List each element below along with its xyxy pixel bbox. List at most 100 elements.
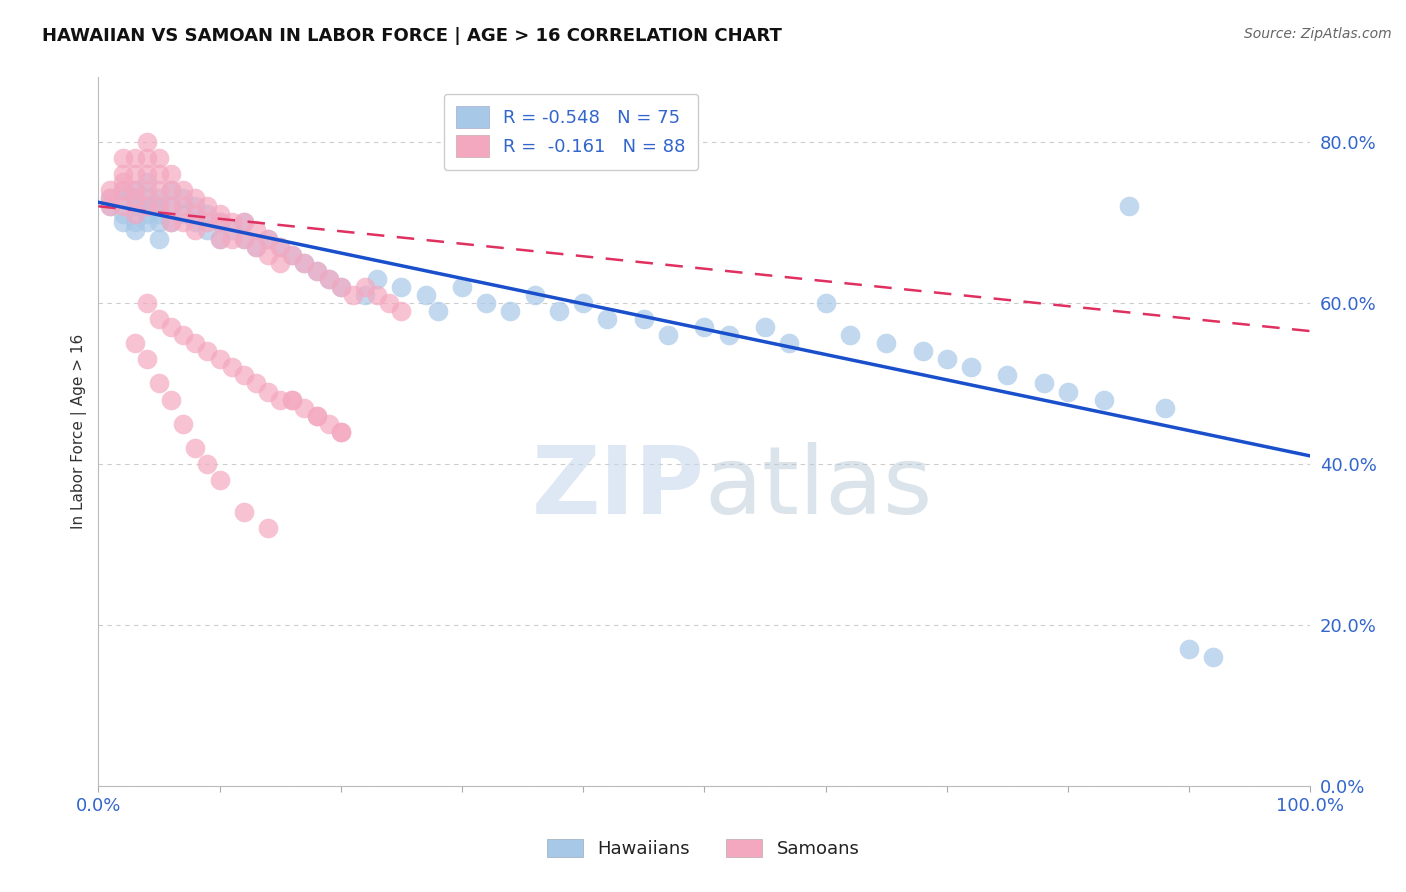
Point xyxy=(100,191,122,205)
Point xyxy=(633,312,655,326)
Point xyxy=(124,199,146,213)
Point xyxy=(717,328,740,343)
Point xyxy=(148,215,170,229)
Point xyxy=(184,336,207,351)
Point xyxy=(160,199,183,213)
Point xyxy=(135,199,157,213)
Point xyxy=(378,296,401,310)
Point xyxy=(124,336,146,351)
Point xyxy=(292,255,315,269)
Point xyxy=(111,167,134,181)
Point xyxy=(245,239,267,253)
Point xyxy=(124,191,146,205)
Point xyxy=(366,272,388,286)
Point xyxy=(135,199,157,213)
Point xyxy=(124,215,146,229)
Point xyxy=(172,417,194,431)
Point xyxy=(1118,199,1140,213)
Point xyxy=(148,376,170,391)
Point xyxy=(257,521,280,535)
Point xyxy=(135,296,157,310)
Point xyxy=(124,207,146,221)
Point xyxy=(184,199,207,213)
Legend: Hawaiians, Samoans: Hawaiians, Samoans xyxy=(540,831,866,865)
Point xyxy=(172,215,194,229)
Point xyxy=(292,255,315,269)
Point xyxy=(208,231,231,245)
Point xyxy=(354,280,377,294)
Point xyxy=(232,231,254,245)
Point xyxy=(135,215,157,229)
Point xyxy=(135,183,157,197)
Y-axis label: In Labor Force | Age > 16: In Labor Force | Age > 16 xyxy=(72,334,87,530)
Point xyxy=(305,409,328,423)
Point xyxy=(111,199,134,213)
Point xyxy=(305,409,328,423)
Point xyxy=(221,360,243,375)
Point xyxy=(1092,392,1115,407)
Point xyxy=(124,183,146,197)
Point xyxy=(318,272,340,286)
Text: ZIP: ZIP xyxy=(531,442,704,534)
Point xyxy=(366,288,388,302)
Point xyxy=(269,239,291,253)
Point xyxy=(257,231,280,245)
Point xyxy=(1178,642,1201,657)
Point xyxy=(111,183,134,197)
Text: Source: ZipAtlas.com: Source: ZipAtlas.com xyxy=(1244,27,1392,41)
Point xyxy=(197,344,219,359)
Point xyxy=(960,360,983,375)
Point xyxy=(111,151,134,165)
Point xyxy=(208,207,231,221)
Point xyxy=(160,320,183,334)
Point xyxy=(148,199,170,213)
Point xyxy=(197,199,219,213)
Point xyxy=(281,247,304,261)
Point xyxy=(657,328,679,343)
Point xyxy=(208,231,231,245)
Point xyxy=(124,151,146,165)
Point xyxy=(221,223,243,237)
Point xyxy=(245,376,267,391)
Point xyxy=(160,215,183,229)
Point xyxy=(342,288,364,302)
Point xyxy=(160,183,183,197)
Point xyxy=(1057,384,1080,399)
Point xyxy=(232,505,254,519)
Point xyxy=(184,191,207,205)
Point xyxy=(475,296,498,310)
Point xyxy=(499,304,522,318)
Point xyxy=(100,191,122,205)
Point xyxy=(305,264,328,278)
Point xyxy=(197,215,219,229)
Point xyxy=(935,352,957,367)
Point xyxy=(232,215,254,229)
Point xyxy=(148,191,170,205)
Point xyxy=(184,441,207,455)
Point xyxy=(281,247,304,261)
Point xyxy=(160,167,183,181)
Point xyxy=(329,425,352,439)
Point xyxy=(1154,401,1177,415)
Point xyxy=(148,231,170,245)
Point xyxy=(100,183,122,197)
Point xyxy=(135,175,157,189)
Point xyxy=(100,199,122,213)
Point xyxy=(548,304,571,318)
Point xyxy=(124,167,146,181)
Point xyxy=(135,191,157,205)
Point xyxy=(124,223,146,237)
Point xyxy=(875,336,897,351)
Point xyxy=(329,280,352,294)
Point xyxy=(172,328,194,343)
Point xyxy=(1032,376,1054,391)
Point xyxy=(257,231,280,245)
Point xyxy=(208,473,231,487)
Point xyxy=(172,183,194,197)
Point xyxy=(160,199,183,213)
Point xyxy=(693,320,716,334)
Text: atlas: atlas xyxy=(704,442,932,534)
Point xyxy=(148,199,170,213)
Point xyxy=(778,336,800,351)
Point xyxy=(995,368,1018,383)
